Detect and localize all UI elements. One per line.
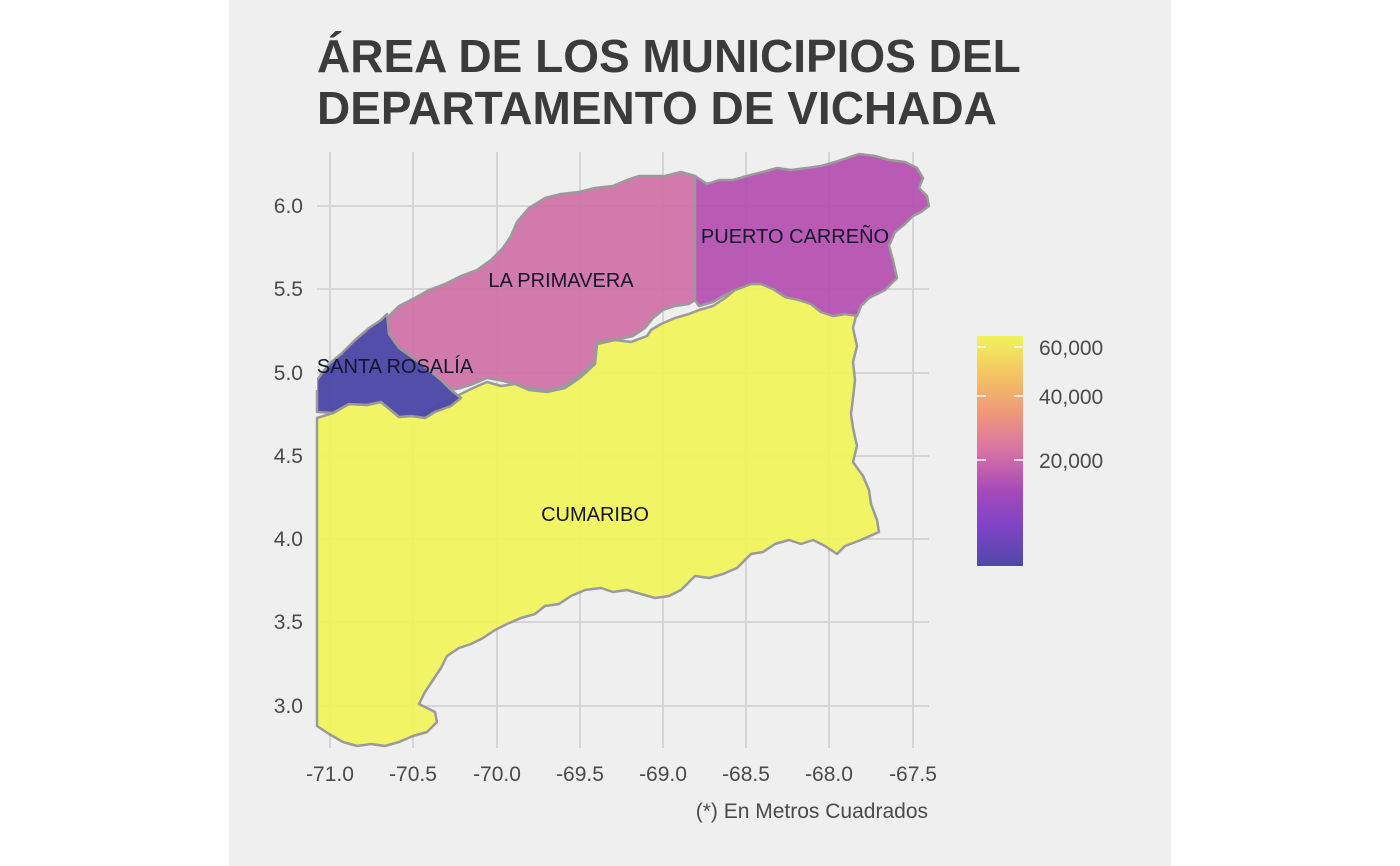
- x-tick-label: -68.0: [805, 763, 853, 786]
- y-axis: 3.0 3.5 4.0 4.5 5.0 5.5 6.0: [274, 195, 303, 718]
- map-plot: CUMARIBO LA PRIMAVERA PUERTO CARREÑO SAN…: [229, 152, 1103, 786]
- region-label-cumaribo: CUMARIBO: [541, 504, 649, 526]
- x-tick-label: -70.5: [389, 763, 437, 786]
- x-tick-label: -69.0: [639, 763, 687, 786]
- y-tick-label: 4.5: [274, 445, 303, 468]
- y-tick-label: 6.0: [274, 195, 303, 218]
- regions: [315, 152, 931, 748]
- x-axis: -71.0 -70.5 -70.0 -69.5 -69.0 -68.5 -68.…: [306, 763, 937, 786]
- legend: 60,000 40,000 20,000: [977, 336, 1103, 566]
- legend-label: 60,000: [1039, 337, 1103, 360]
- region-la-primavera: [385, 170, 697, 392]
- region-label-santa-rosalia: SANTA ROSALÍA: [317, 355, 474, 378]
- region-label-la-primavera: LA PRIMAVERA: [488, 270, 634, 292]
- x-tick-label: -68.5: [722, 763, 770, 786]
- legend-label: 40,000: [1039, 386, 1103, 409]
- y-tick-label: 5.5: [274, 278, 303, 301]
- legend-label: 20,000: [1039, 450, 1103, 473]
- legend-colorbar: [977, 336, 1023, 566]
- y-tick-label: 3.5: [274, 611, 303, 634]
- map-title: ÁREA DE LOS MUNICIPIOS DEL DEPARTAMENTO …: [317, 30, 1021, 134]
- region-labels: CUMARIBO LA PRIMAVERA PUERTO CARREÑO SAN…: [317, 224, 889, 526]
- x-tick-label: -71.0: [306, 763, 354, 786]
- x-tick-label: -70.0: [473, 763, 521, 786]
- panel-left-mask: [229, 330, 317, 390]
- region-santa-rosalia: [315, 312, 463, 420]
- y-tick-label: 3.0: [274, 695, 303, 718]
- map-title-line-1: ÁREA DE LOS MUNICIPIOS DEL: [317, 30, 1021, 82]
- map-caption: (*) En Metros Cuadrados: [695, 800, 928, 823]
- x-tick-label: -67.5: [889, 763, 937, 786]
- y-tick-label: 4.0: [274, 528, 303, 551]
- region-label-puerto-carreno: PUERTO CARREÑO: [701, 224, 889, 248]
- region-puerto-carreno: [693, 152, 931, 318]
- y-tick-label: 5.0: [274, 362, 303, 385]
- map-title-line-2: DEPARTAMENTO DE VICHADA: [317, 82, 997, 134]
- x-tick-label: -69.5: [556, 763, 604, 786]
- map-figure: ÁREA DE LOS MUNICIPIOS DEL DEPARTAMENTO …: [229, 0, 1171, 866]
